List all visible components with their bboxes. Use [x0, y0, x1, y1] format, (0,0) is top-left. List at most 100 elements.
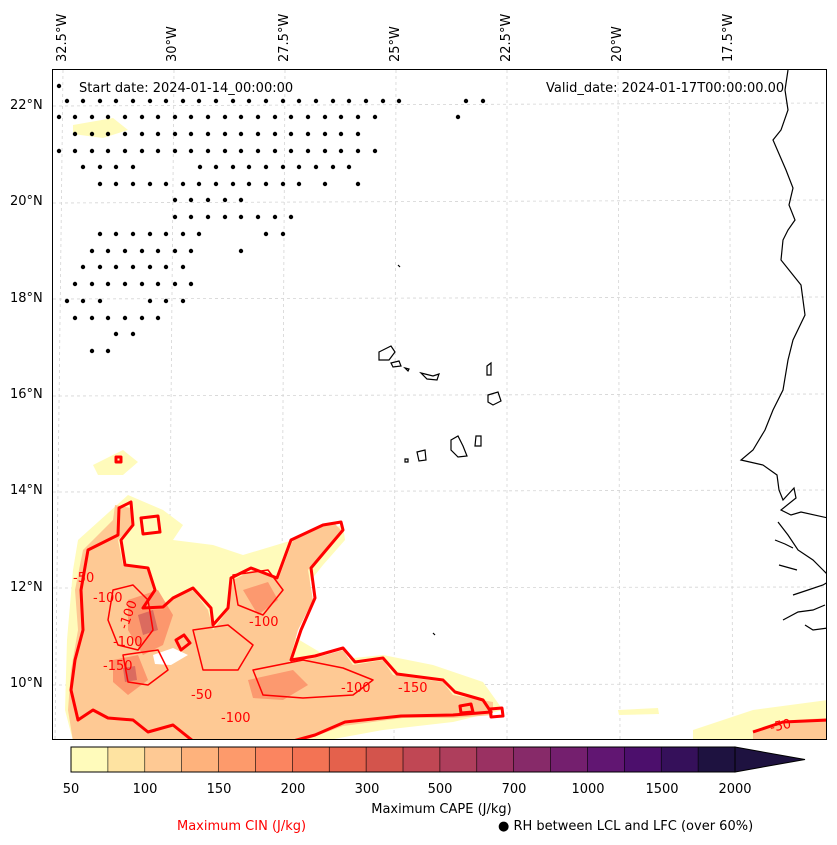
colorbar-cell — [328, 746, 367, 773]
cin-contour-inner-4 — [252, 659, 374, 699]
coastlines — [378, 70, 826, 636]
rh-dot — [255, 148, 261, 154]
small-islet — [432, 632, 436, 636]
rh-dot — [105, 248, 111, 254]
rh-dot — [188, 114, 194, 120]
rh-dot — [196, 98, 202, 104]
africa-coast — [739, 70, 826, 519]
rh-dot — [205, 197, 211, 203]
cin-label: -100 — [249, 615, 279, 630]
rh-dot — [288, 148, 294, 154]
rh-dot — [163, 264, 169, 270]
rh-dot — [355, 181, 361, 187]
rh-dot — [288, 131, 294, 137]
cin-label: -100 — [113, 635, 143, 650]
cb-tick-700: 700 — [501, 782, 527, 797]
lat-label-14n: 14°N — [10, 483, 43, 498]
cape-filled-contours — [65, 118, 826, 739]
cape-verde-sao-nicolau — [419, 371, 440, 381]
rh-dot — [372, 148, 378, 154]
rh-dot — [255, 131, 261, 137]
colorbar-cell — [439, 746, 478, 773]
rh-dot — [172, 197, 178, 203]
lon-label-25w: 25°W — [388, 26, 403, 62]
colorbar-cell — [550, 746, 589, 773]
rh-dot — [272, 131, 278, 137]
map-panel[interactable]: -50 -100 -100 -100 -150 -100 -100 -50 -1… — [52, 69, 827, 740]
map-canvas[interactable]: -50 -100 -100 -100 -150 -100 -100 -50 -1… — [53, 70, 827, 740]
rh-dot — [89, 248, 95, 254]
lat-label-20n: 20°N — [10, 194, 43, 209]
rh-dot — [480, 98, 486, 104]
rh-dot — [205, 131, 211, 137]
rh-dot — [72, 315, 78, 321]
cb-tick-200: 200 — [280, 782, 306, 797]
rh-dot — [238, 114, 244, 120]
rh-dot — [97, 181, 103, 187]
rh-dot — [113, 231, 119, 237]
rh-dot — [213, 164, 219, 170]
rh-dot — [147, 231, 153, 237]
rh-dot — [263, 164, 269, 170]
cape-verde-brava — [404, 458, 409, 463]
rh-dot — [122, 114, 128, 120]
rh-dot — [130, 98, 136, 104]
cin-contour-inner-2 — [122, 649, 169, 686]
colorbar-cell — [365, 746, 404, 773]
rh-dot — [56, 83, 62, 89]
lat-label-22n: 22°N — [10, 98, 43, 113]
colorbar-cell — [697, 746, 736, 773]
rh-dot — [305, 114, 311, 120]
rh-dot — [139, 281, 145, 287]
colorbar-cell — [218, 746, 257, 773]
rh-dot — [322, 131, 328, 137]
cape-verde-sao-vicente — [390, 360, 402, 368]
cin-contour-inner-1 — [107, 584, 154, 651]
lon-label-17-5w: 17.5°W — [721, 13, 736, 62]
rh-dot — [330, 164, 336, 170]
rh-dot — [180, 298, 186, 304]
rh-dot — [355, 131, 361, 137]
rh-dot — [113, 331, 119, 337]
rh-dot — [122, 248, 128, 254]
rh-dot — [222, 131, 228, 137]
rh-dot — [180, 181, 186, 187]
cin-contour-diamond — [174, 633, 192, 652]
colorbar-cell — [624, 746, 663, 773]
rh-dot — [180, 264, 186, 270]
lon-label-20w: 20°W — [610, 26, 625, 62]
legend-cin: Maximum CIN (J/kg) — [177, 819, 307, 834]
rh-dot — [272, 214, 278, 220]
cape-verde-santiago — [450, 435, 468, 458]
rh-dot — [322, 148, 328, 154]
rh-dot — [122, 131, 128, 137]
rh-dot — [139, 315, 145, 321]
rh-dot — [72, 281, 78, 287]
cin-contour-corner — [752, 718, 826, 734]
rh-dot — [172, 114, 178, 120]
rh-dot — [380, 98, 386, 104]
rh-dot — [280, 231, 286, 237]
cape-orange-corner — [753, 718, 826, 739]
cin-contour-square — [139, 514, 162, 536]
rh-dot — [188, 281, 194, 287]
cin-label: -100 — [93, 591, 123, 606]
rh-dot — [238, 248, 244, 254]
rh-dot — [105, 315, 111, 321]
rh-dot — [188, 148, 194, 154]
rh-dot — [188, 248, 194, 254]
rh-dots — [56, 83, 486, 354]
rh-dot — [97, 98, 103, 104]
cape-salmon-3 — [243, 582, 278, 615]
rh-dot — [213, 181, 219, 187]
colorbar-cell — [181, 746, 220, 773]
rh-dot — [113, 98, 119, 104]
rh-dot — [196, 231, 202, 237]
cape-orange-main — [68, 505, 493, 739]
cin-label: -50 — [73, 571, 94, 586]
rh-dot — [122, 315, 128, 321]
rh-dot — [280, 98, 286, 104]
rh-dot — [80, 298, 86, 304]
rh-dot — [64, 98, 70, 104]
rh-dot — [155, 281, 161, 287]
